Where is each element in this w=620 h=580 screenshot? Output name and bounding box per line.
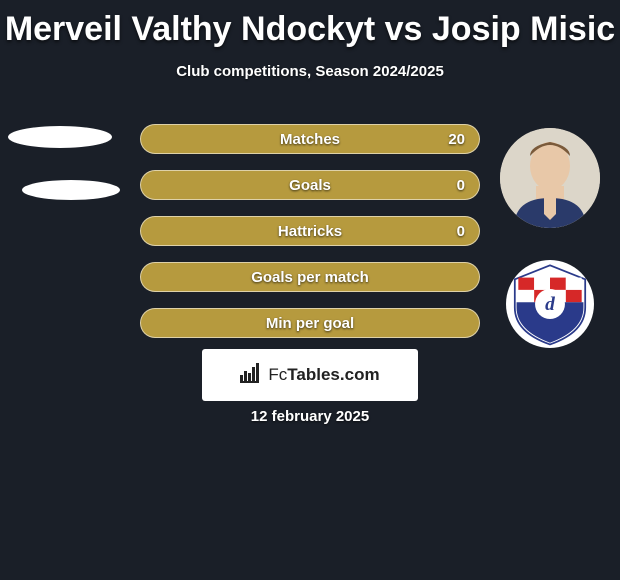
bar-value-right: 0 [457,217,465,245]
bar-goals-per-match: Goals per match [140,262,480,292]
bar-label: Goals per match [141,263,479,291]
bar-matches: Matches 20 [140,124,480,154]
snapshot-date: 12 february 2025 [0,408,620,425]
left-avatar-placeholder [8,126,112,148]
bar-hattricks: Hattricks 0 [140,216,480,246]
bar-label: Goals [141,171,479,199]
bar-value-right: 0 [457,171,465,199]
svg-text:d: d [545,294,555,315]
bar-goals: Goals 0 [140,170,480,200]
club-crest-icon: d [506,260,594,348]
person-icon [500,128,600,228]
comparison-bars: Matches 20 Goals 0 Hattricks 0 Goals per… [140,124,480,354]
bar-label: Matches [141,125,479,153]
brand-badge[interactable]: FcTables.com [202,349,418,401]
brand-text: FcTables.com [268,365,379,385]
bar-label: Hattricks [141,217,479,245]
bar-label: Min per goal [141,309,479,337]
bar-chart-icon [240,363,262,388]
page-title: Merveil Valthy Ndockyt vs Josip Misic [0,0,620,49]
club-badge-right: d [506,260,594,348]
bar-value-right: 20 [448,125,465,153]
page-subtitle: Club competitions, Season 2024/2025 [0,63,620,80]
player-avatar-right [500,128,600,228]
left-club-placeholder [22,180,120,200]
bar-min-per-goal: Min per goal [140,308,480,338]
